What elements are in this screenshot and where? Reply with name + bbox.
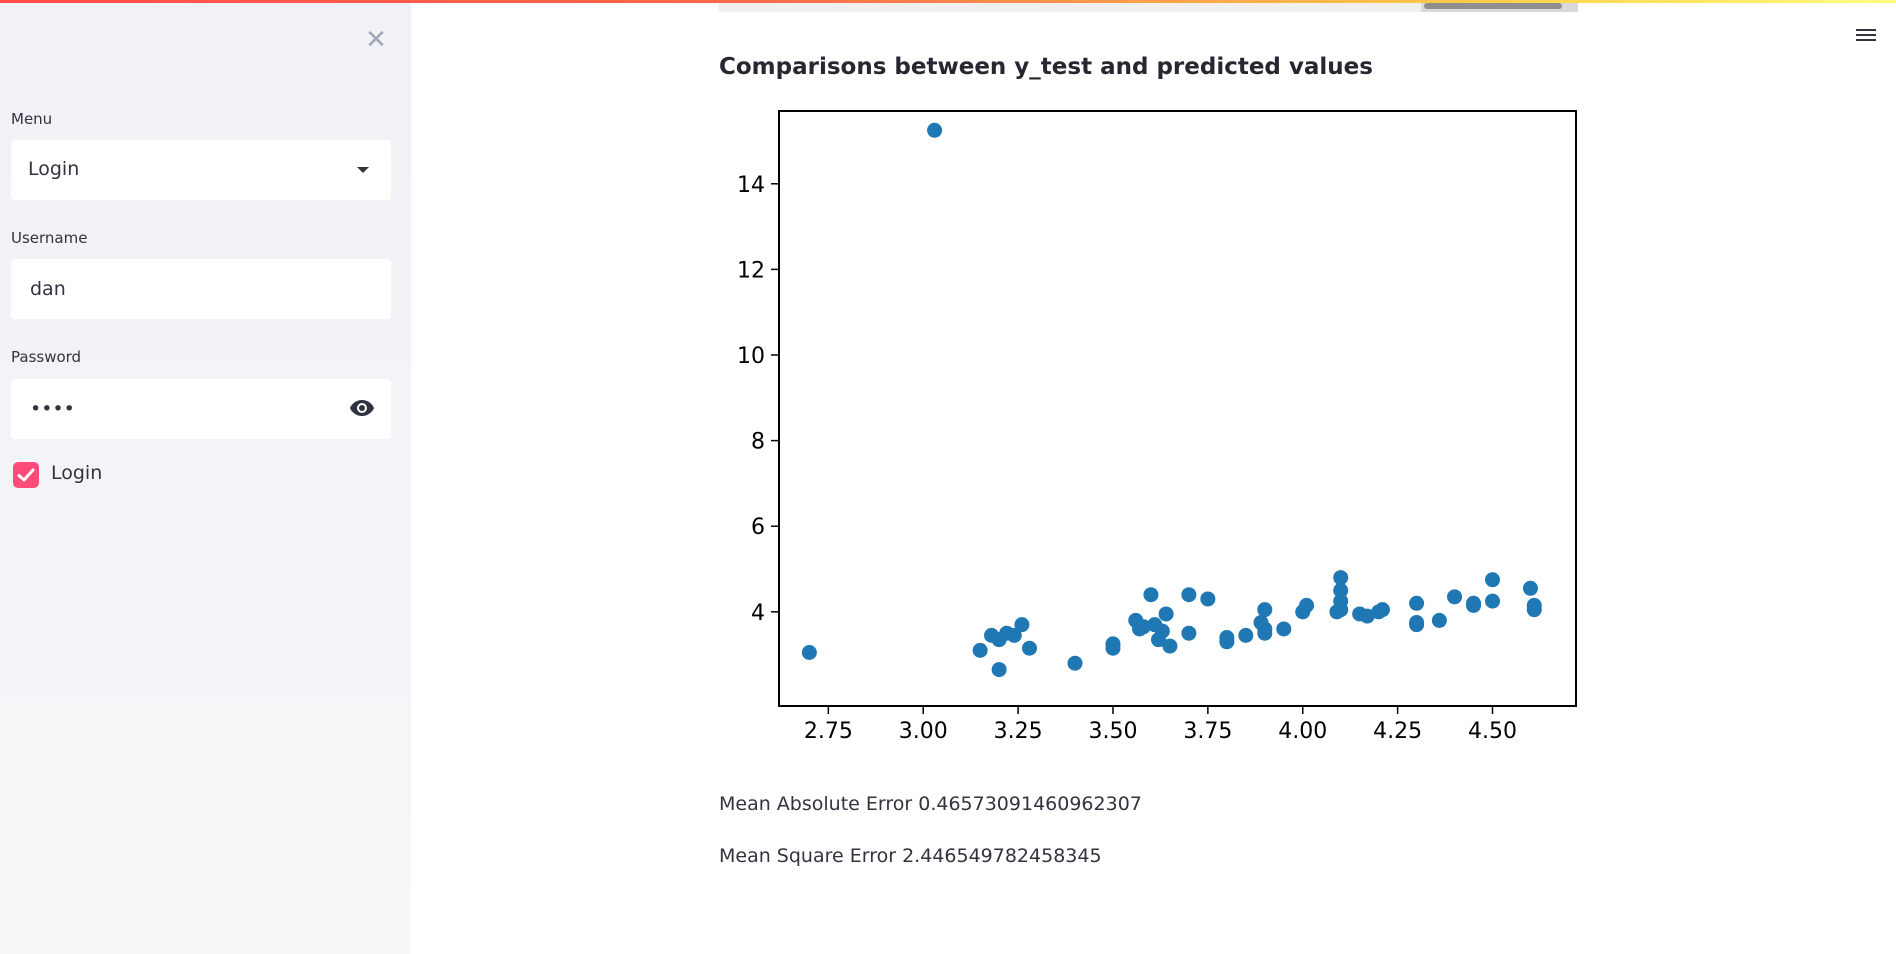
show-password-eye-icon[interactable] [349,399,375,417]
top-decoration-bar [0,0,1896,3]
scatter-point [1014,617,1030,633]
scatter-point [1333,570,1349,586]
sidebar: ✕ Menu Login Username Password Login [0,0,411,954]
scatter-point [1374,602,1390,618]
scatter-point [1276,621,1292,637]
x-tick-label: 3.25 [994,719,1043,744]
scatter-point [1067,655,1083,671]
username-label: Username [11,229,88,247]
scatter-point [1466,595,1482,611]
scatter-point [1526,602,1542,618]
close-sidebar-icon[interactable]: ✕ [365,25,387,55]
scatter-point [1447,589,1463,605]
scatter-point [1257,625,1273,641]
hamburger-menu-icon[interactable] [1856,26,1878,48]
x-tick-label: 3.00 [899,719,948,744]
menu-label: Menu [11,110,53,128]
points-layer [801,122,1542,678]
scatter-point [1333,582,1349,598]
chevron-down-icon [357,167,369,173]
scatter-point [1333,602,1349,618]
scatter-point [1409,617,1425,633]
scatter-point [1522,580,1538,596]
mean-absolute-error-text: Mean Absolute Error 0.46573091460962307 [719,793,1142,815]
scatter-point [1162,638,1178,654]
x-tick-label: 2.75 [804,719,853,744]
scatter-point [1181,587,1197,603]
scatter-point [1143,587,1159,603]
scatter-point [801,644,817,660]
password-input[interactable] [11,379,391,439]
scatter-point [1105,640,1121,656]
scatter-point [1021,640,1037,656]
scatter-point [1431,612,1447,628]
scrollbar-thumb[interactable] [1424,3,1562,9]
scatter-point [1219,634,1235,650]
scatter-point [1154,623,1170,639]
scatter-chart: 2.75 3.00 3.25 3.50 3.75 4.00 4.25 4.50 4 6 8 10 12 1… [737,110,1577,744]
login-checkbox-label: Login [51,462,103,484]
scatter-point [1181,625,1197,641]
scatter-point [1257,602,1273,618]
scatter-point [1485,593,1501,609]
username-input[interactable] [11,259,391,319]
ticks-layer: 2.75 3.00 3.25 3.50 3.75 4.00 4.25 4.50 4 6 8 10 12 1… [737,173,1517,744]
checkmark-icon [17,468,35,482]
scatter-point [1299,597,1315,613]
x-tick-label: 4.25 [1373,719,1422,744]
scatter-point [1158,606,1174,622]
x-tick-label: 4.00 [1278,719,1327,744]
scatter-point [1359,608,1375,624]
plot-area [778,110,1577,707]
scatter-point [1485,572,1501,588]
chart-title: Comparisons between y_test and predicted… [719,54,1373,80]
password-label: Password [11,348,82,366]
scatter-point [1409,595,1425,611]
y-tick-label: 8 [751,430,765,455]
login-checkbox[interactable] [13,462,39,488]
x-tick-label: 3.75 [1183,719,1232,744]
scatter-point [1238,627,1254,643]
scatter-point [1135,619,1151,635]
x-tick-label: 3.50 [1088,719,1137,744]
menu-select-value: Login [28,158,80,180]
scatter-point [1200,591,1216,607]
x-tick-label: 4.50 [1468,719,1517,744]
scatter-point [1006,627,1022,643]
y-tick-label: 14 [737,173,765,198]
y-tick-label: 10 [737,344,765,369]
mean-square-error-text: Mean Square Error 2.446549782458345 [719,845,1102,867]
y-tick-label: 12 [737,258,765,283]
menu-select[interactable]: Login [11,140,391,200]
previous-element-strip [719,0,1578,12]
y-tick-label: 6 [751,515,765,540]
y-tick-label: 4 [751,601,765,626]
scatter-point [927,122,943,138]
scatter-point [991,662,1007,678]
scatter-point [972,642,988,658]
